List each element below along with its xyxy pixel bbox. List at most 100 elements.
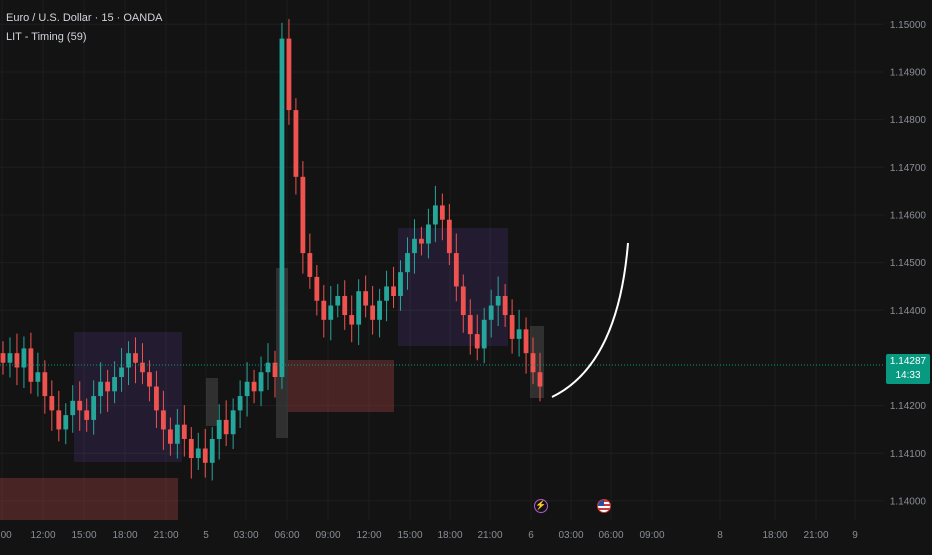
flag-canton bbox=[598, 500, 604, 506]
candle-body bbox=[419, 238, 424, 244]
time-label: 06:00 bbox=[274, 530, 299, 541]
candle-body bbox=[202, 448, 208, 463]
candle-body bbox=[133, 353, 138, 363]
candle-body bbox=[91, 396, 97, 420]
lightning-glyph: ⚡ bbox=[535, 500, 547, 510]
candle-body bbox=[265, 362, 271, 373]
candle-body bbox=[195, 448, 201, 459]
time-label: 9 bbox=[852, 530, 858, 541]
candle-body bbox=[63, 415, 69, 430]
price-label: 1.14500 bbox=[890, 258, 927, 269]
bar-countdown: 14:33 bbox=[895, 370, 921, 381]
demand-zone-2 bbox=[288, 360, 394, 412]
candle-body bbox=[488, 305, 494, 320]
candle-body bbox=[426, 224, 431, 244]
candle-body bbox=[370, 305, 376, 320]
price-label: 1.14000 bbox=[890, 496, 927, 507]
candle-body bbox=[356, 291, 362, 325]
candle-body bbox=[140, 362, 145, 373]
candle-body bbox=[293, 110, 299, 177]
time-label: 18:00 bbox=[437, 530, 462, 541]
candle-body bbox=[342, 295, 348, 316]
candle-body bbox=[251, 381, 257, 392]
price-label: 1.14900 bbox=[890, 67, 927, 78]
forecast-curve bbox=[551, 242, 629, 398]
candle-body bbox=[412, 238, 417, 254]
price-label: 1.14400 bbox=[890, 306, 927, 317]
candle-body bbox=[384, 286, 389, 301]
candle-body bbox=[98, 381, 104, 397]
time-label: 12:00 bbox=[30, 530, 55, 541]
candle-body bbox=[502, 295, 508, 316]
candle-body bbox=[300, 176, 306, 254]
candle-body bbox=[244, 381, 250, 397]
time-label: 8 bbox=[717, 530, 723, 541]
candle-body bbox=[509, 315, 515, 339]
candle-body bbox=[174, 424, 180, 444]
candle-body bbox=[377, 300, 382, 320]
candle-body bbox=[321, 300, 327, 320]
time-label: 21:00 bbox=[803, 530, 828, 541]
candle-body bbox=[467, 315, 473, 335]
candle-body bbox=[286, 38, 292, 111]
time-label: 03:00 bbox=[558, 530, 583, 541]
candle-body bbox=[460, 286, 466, 316]
candle-body bbox=[216, 419, 222, 439]
candle-body bbox=[56, 410, 62, 430]
price-label: 1.15000 bbox=[890, 20, 927, 31]
candle-body bbox=[523, 329, 529, 354]
candle-body bbox=[161, 410, 166, 430]
time-label: 21:00 bbox=[477, 530, 502, 541]
time-label: 03:00 bbox=[233, 530, 258, 541]
price-label: 1.14700 bbox=[890, 163, 927, 174]
lightning-icon[interactable]: ⚡ bbox=[534, 499, 548, 513]
candle-body bbox=[258, 372, 264, 392]
time-label: 9:00 bbox=[0, 530, 12, 541]
candle-body bbox=[439, 205, 445, 220]
time-label: 5 bbox=[203, 530, 209, 541]
candle-body bbox=[314, 276, 320, 301]
candle-body bbox=[49, 396, 55, 411]
grey-bar-1 bbox=[206, 378, 218, 426]
candle-body bbox=[167, 429, 173, 444]
time-label: 12:00 bbox=[356, 530, 381, 541]
time-label: 18:00 bbox=[762, 530, 787, 541]
time-axis[interactable]: 9:00 12:00 15:00 18:00 21:00 5 03:00 06:00 09:00… bbox=[0, 530, 858, 541]
candle-body bbox=[398, 272, 403, 296]
us-flag-icon[interactable] bbox=[597, 499, 611, 513]
current-price-value: 1.14287 bbox=[889, 356, 927, 367]
time-label: 18:00 bbox=[112, 530, 137, 541]
candle-body bbox=[154, 386, 159, 411]
candle-body bbox=[237, 396, 243, 411]
candle-body bbox=[516, 329, 522, 339]
candle-body bbox=[279, 38, 285, 378]
current-price-tag[interactable]: 1.14287 14:33 bbox=[886, 354, 930, 384]
candle-body bbox=[126, 353, 131, 368]
candle-body bbox=[21, 348, 27, 368]
session-box-1 bbox=[74, 332, 182, 462]
candle-body bbox=[7, 353, 13, 363]
time-label: 09:00 bbox=[315, 530, 340, 541]
candle-body bbox=[181, 424, 187, 439]
candle-body bbox=[272, 362, 278, 378]
price-label: 1.14200 bbox=[890, 401, 927, 412]
time-label: 15:00 bbox=[397, 530, 422, 541]
candle-body bbox=[105, 381, 111, 392]
indicator-title: LIT - Timing (59) bbox=[6, 31, 87, 43]
candle-body bbox=[119, 367, 124, 378]
time-label: 06:00 bbox=[598, 530, 623, 541]
candle-body bbox=[363, 291, 369, 306]
demand-zone-1 bbox=[0, 478, 178, 520]
candle-body bbox=[0, 353, 6, 363]
candle-body bbox=[453, 253, 459, 287]
candle-body bbox=[474, 334, 480, 349]
candle-body bbox=[495, 295, 501, 306]
candle-body bbox=[223, 419, 229, 435]
time-label: 15:00 bbox=[71, 530, 96, 541]
candle-body bbox=[405, 253, 410, 273]
price-axis[interactable]: 1.15000 1.14900 1.14800 1.14700 1.14600 1.145… bbox=[890, 20, 927, 508]
candle-body bbox=[209, 438, 215, 463]
candles bbox=[0, 19, 543, 481]
